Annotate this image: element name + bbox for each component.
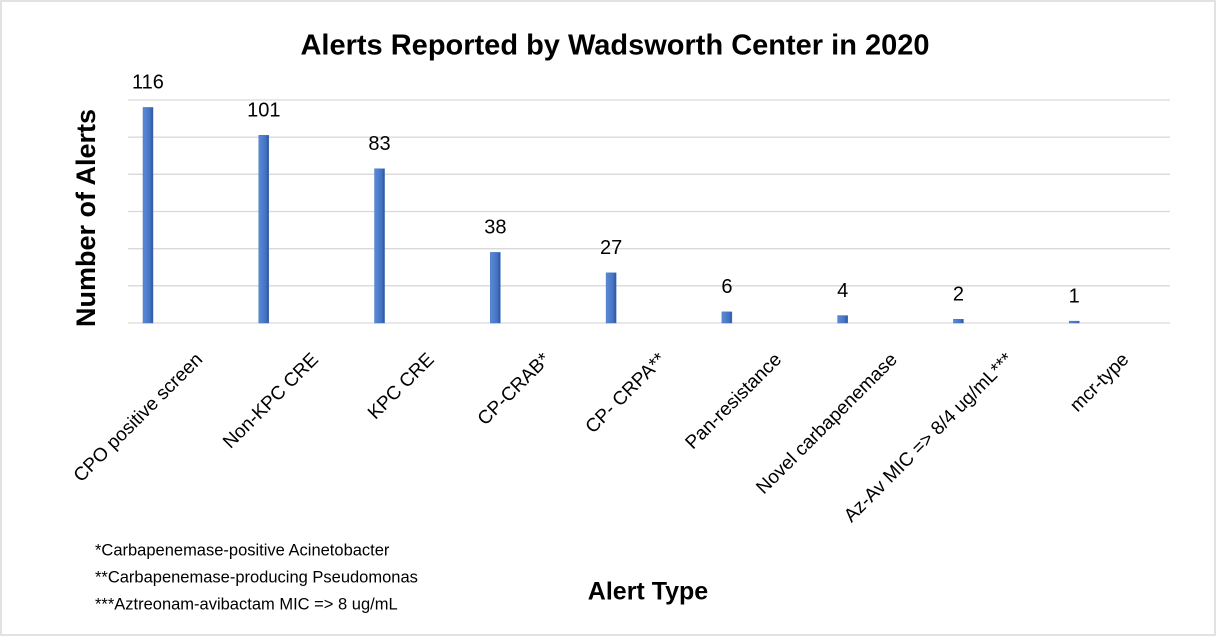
data-label: 101 (247, 100, 280, 122)
bar (374, 168, 385, 324)
data-label: 6 (721, 276, 732, 298)
bar (258, 135, 270, 324)
x-axis-label: Alert Type (588, 578, 708, 606)
data-label: 38 (484, 217, 506, 239)
bar (953, 319, 964, 324)
footnote: *Carbapenemase-positive Acinetobacter (95, 541, 390, 559)
bar (837, 315, 848, 324)
data-label: 1 (1069, 285, 1080, 307)
data-label: 27 (600, 237, 622, 259)
footnote: ***Aztreonam-avibactam MIC => 8 ug/mL (95, 595, 398, 613)
bar (490, 252, 501, 324)
bar (721, 311, 733, 324)
y-axis-label: Number of Alerts (71, 109, 101, 327)
data-label: 4 (837, 280, 848, 302)
chart-title: Alerts Reported by Wadsworth Center in 2… (300, 30, 929, 62)
bar (1068, 320, 1080, 324)
data-label: 116 (132, 72, 164, 94)
data-label: 83 (368, 133, 390, 155)
bar (142, 107, 154, 324)
footnotes: *Carbapenemase-positive Acinetobacter **C… (95, 541, 418, 613)
bar (605, 272, 617, 324)
footnote: **Carbapenemase-producing Pseudomonas (95, 568, 418, 586)
data-label: 2 (953, 284, 964, 306)
